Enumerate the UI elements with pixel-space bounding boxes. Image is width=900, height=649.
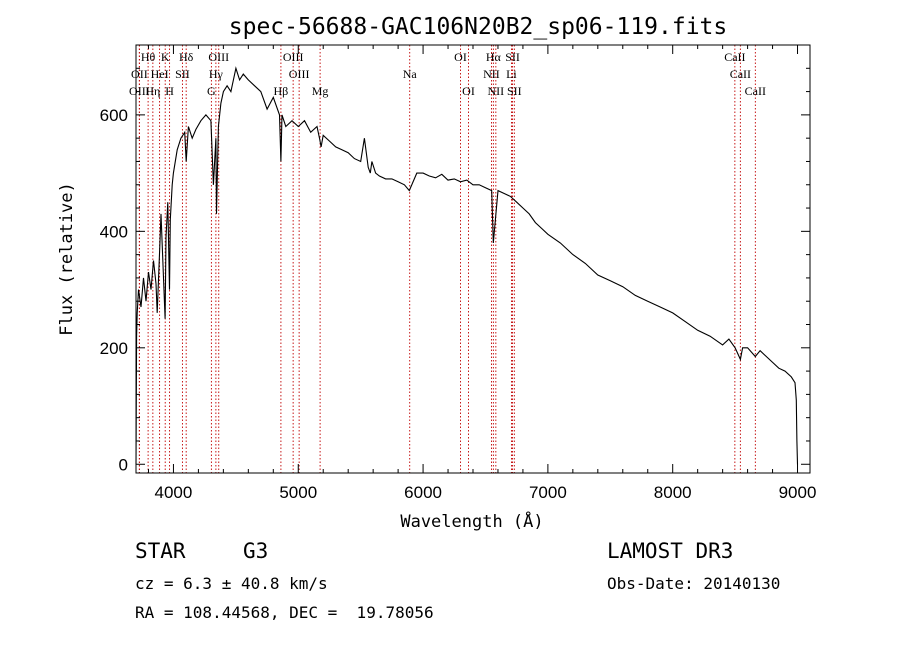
spectral-line-label: SII [175,67,190,81]
spectral-line-label: Hη [145,84,160,98]
spectral-line-label: CaII [745,84,766,98]
spectral-line-label: OI [462,84,475,98]
spectral-subclass: G3 [243,539,269,563]
y-tick-label: 0 [119,455,128,474]
spectral-line-label: Hα [486,50,502,64]
y-tick-label: 400 [100,222,128,241]
spectral-line-label: Hθ [141,50,156,64]
coordinates-readout: RA = 108.44568, DEC = 19.78056 [135,603,434,622]
spectral-line-label: Li [506,67,517,81]
spectral-line-label: Hδ [179,50,194,64]
spectral-line-label: SII [505,50,520,64]
spectral-line-label: OIII [283,50,304,64]
survey-name: LAMOST DR3 [607,539,734,563]
plot-frame [135,44,811,474]
x-tick-label: 8000 [654,483,692,502]
flux-series-line [135,66,799,465]
spectral-line-label: Hβ [274,84,289,98]
x-tick-label: 7000 [529,483,567,502]
spectral-line-label: CaII [730,67,751,81]
spectral-line-label: Mg [312,84,329,98]
spectral-line-label: G [207,84,216,98]
spectral-line-label: OIII [129,84,150,98]
object-type: STAR [135,539,186,563]
spectral-line-label: NII [483,67,500,81]
spectral-line-label: OIII [289,67,310,81]
spectral-line-label: H [165,84,174,98]
spectral-line-label: Na [403,67,418,81]
x-tick-label: 6000 [404,483,442,502]
redshift-readout: cz = 6.3 ± 40.8 km/s [135,574,328,593]
spectral-line-label: HeI [151,67,169,81]
spectral-line-label: OI [454,50,467,64]
spectral-line-label: NII [488,84,505,98]
observation-date: Obs-Date: 20140130 [607,574,781,593]
y-tick-label: 600 [100,106,128,125]
x-tick-label: 9000 [779,483,817,502]
y-axis-label: Flux (relative) [57,182,77,336]
spectral-line-label: SII [507,84,522,98]
spectral-line-label: OIII [208,50,229,64]
y-tick-label: 200 [100,339,128,358]
spectral-line-label: Hγ [209,67,224,81]
spectral-line-label: OII [131,67,148,81]
spectral-line-label: CaII [724,50,745,64]
x-tick-label: 4000 [155,483,193,502]
spectral-line-label: K [161,50,170,64]
chart-title: spec-56688-GAC106N20B2_sp06-119.fits [229,14,728,40]
x-axis-label: Wavelength (Å) [400,510,543,532]
x-tick-label: 5000 [279,483,317,502]
